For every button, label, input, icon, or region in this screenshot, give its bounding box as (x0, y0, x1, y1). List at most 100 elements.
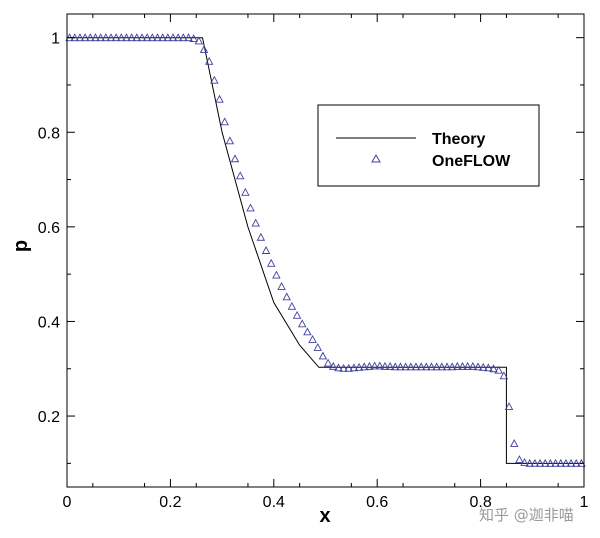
series-oneflow-marker (210, 75, 219, 84)
series-oneflow-marker (199, 45, 209, 53)
series-oneflow-marker (153, 33, 162, 42)
series-oneflow-marker (266, 258, 276, 267)
series-oneflow-marker (251, 218, 260, 227)
series-oneflow-marker (349, 363, 359, 372)
series-oneflow-marker (432, 362, 441, 371)
series-oneflow-marker (132, 33, 142, 42)
watermark: 知乎 @迦非喵 (479, 506, 574, 524)
x-tick-label: 0.4 (263, 494, 285, 511)
series-oneflow-marker (416, 362, 426, 371)
series-oneflow-marker (96, 33, 105, 42)
series-oneflow-marker (494, 365, 503, 374)
series-oneflow-marker (184, 33, 193, 42)
series-oneflow-marker (148, 33, 157, 42)
series-oneflow-marker (287, 301, 297, 310)
legend-label-theory: Theory (432, 131, 485, 148)
series-oneflow-marker (571, 458, 581, 467)
legend-label-oneflow: OneFLOW (432, 153, 511, 170)
series-oneflow-marker (163, 33, 173, 42)
series-oneflow-marker (360, 362, 369, 371)
series-oneflow-marker (504, 402, 514, 411)
series-oneflow-marker (530, 458, 540, 467)
series-oneflow-marker (173, 33, 183, 42)
series-oneflow-marker (442, 362, 452, 371)
series-oneflow-marker (297, 319, 307, 328)
series-oneflow-marker (127, 33, 136, 42)
series-oneflow-marker (385, 361, 395, 370)
y-tick-label: 0.4 (38, 314, 60, 331)
series-oneflow-marker (282, 292, 291, 301)
series-oneflow-marker (339, 363, 348, 372)
series-oneflow-marker (137, 33, 147, 42)
series-oneflow-marker (515, 455, 524, 464)
x-tick-label: 1 (580, 494, 589, 511)
series-oneflow-marker (313, 343, 322, 351)
series-oneflow-marker (179, 33, 188, 42)
series-oneflow-marker (427, 362, 436, 371)
series-oneflow-marker (556, 458, 565, 467)
series-oneflow-marker (535, 458, 545, 467)
series-oneflow-marker (230, 154, 240, 163)
series-oneflow-marker (261, 246, 271, 254)
plot-area (65, 33, 586, 467)
series-oneflow-marker (489, 364, 498, 373)
series-oneflow-marker (334, 363, 343, 372)
series-oneflow-marker (396, 362, 405, 371)
series-oneflow-marker (540, 458, 550, 467)
series-oneflow-marker (323, 358, 333, 367)
x-tick-label: 0 (63, 494, 72, 511)
x-tick-label: 0.2 (159, 494, 181, 511)
series-oneflow-marker (225, 136, 235, 145)
series-oneflow-marker (365, 361, 374, 370)
series-oneflow-marker (122, 33, 131, 42)
series-oneflow-marker (551, 458, 560, 467)
series-oneflow-marker (561, 458, 571, 467)
series-oneflow-marker (380, 361, 390, 370)
y-tick-label: 0.2 (38, 409, 60, 426)
axes: 0 0.2 0.4 0.6 0.8 1 0.2 0.4 0.6 0.8 1 (38, 13, 589, 511)
series-oneflow-marker (509, 439, 519, 447)
series-oneflow-marker (168, 33, 178, 42)
series-oneflow-marker (101, 33, 111, 42)
series-oneflow-marker (391, 362, 400, 371)
series-oneflow-marker (204, 56, 214, 65)
series-oneflow-marker (106, 33, 116, 42)
series-oneflow-marker (458, 361, 467, 370)
series-oneflow-marker (453, 361, 462, 370)
legend: Theory OneFLOW (317, 104, 540, 187)
series-theory-line (67, 37, 584, 464)
series-oneflow-marker (215, 94, 224, 103)
series-oneflow-marker (272, 270, 281, 279)
series-oneflow-marker (473, 362, 483, 371)
series-oneflow-marker (303, 327, 312, 336)
legend-marker-oneflow (371, 153, 381, 163)
x-axis-title: x (319, 505, 330, 527)
series-oneflow-marker (447, 362, 457, 371)
series-oneflow-marker (194, 36, 204, 45)
series-oneflow-marker (401, 362, 410, 371)
series-oneflow-marker (256, 232, 266, 241)
series-oneflow-marker (308, 334, 317, 343)
series-oneflow-marker (292, 310, 302, 319)
series-oneflow-marker (484, 363, 493, 372)
y-axis-title: p (10, 240, 32, 252)
series-oneflow-marker (111, 33, 121, 42)
series-oneflow-marker (525, 458, 534, 467)
series-oneflow-marker (437, 362, 447, 371)
series-oneflow-marker (277, 281, 286, 290)
series-oneflow-marker (463, 361, 472, 370)
series-oneflow-marker (375, 361, 385, 370)
series-oneflow-marker (80, 33, 90, 42)
series-oneflow-marker (370, 361, 379, 370)
series-oneflow-marker (189, 34, 198, 43)
series-oneflow-marker (117, 33, 126, 42)
series-oneflow-marker (318, 351, 328, 360)
series-oneflow-marker (406, 362, 416, 371)
y-tick-label: 1 (51, 31, 60, 48)
plot-frame (66, 13, 585, 488)
series-oneflow-marker (411, 362, 421, 371)
series-oneflow-marker (468, 361, 478, 370)
series-oneflow-marker (75, 33, 85, 42)
